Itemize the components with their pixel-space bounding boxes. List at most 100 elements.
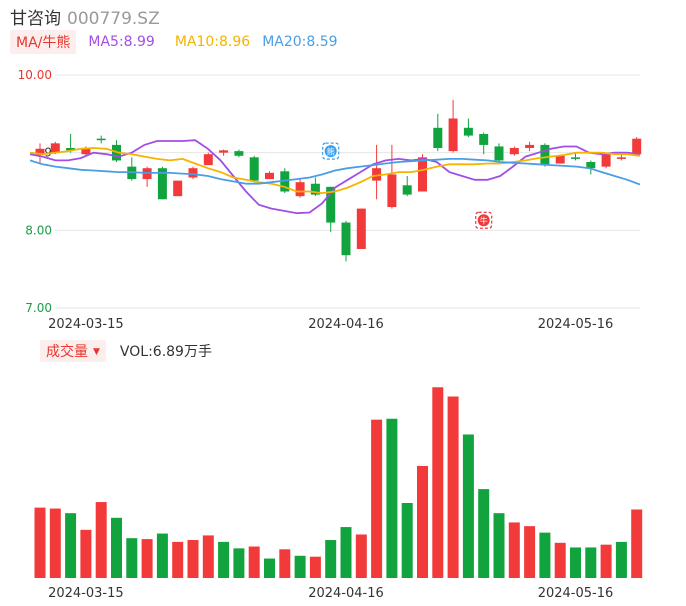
stock-code: 000779.SZ bbox=[67, 9, 160, 29]
candle-body bbox=[35, 148, 45, 155]
volume-bar bbox=[202, 535, 214, 578]
candle-body bbox=[601, 154, 611, 167]
x-tick-label: 2024-05-16 bbox=[538, 317, 614, 332]
candle-body bbox=[265, 172, 274, 180]
x-tick-label: 2024-04-16 bbox=[308, 317, 384, 332]
ma5-line bbox=[29, 139, 641, 215]
candle-body bbox=[50, 143, 60, 153]
volume-bar bbox=[371, 419, 383, 578]
volume-bar bbox=[233, 548, 245, 578]
y-tick-label: 7.00 bbox=[25, 301, 52, 315]
volume-bar bbox=[524, 526, 536, 578]
candle-body bbox=[341, 222, 351, 256]
volume-bar bbox=[187, 540, 199, 578]
volume-bar bbox=[462, 434, 474, 578]
marker-dot bbox=[477, 214, 490, 227]
ma20-label: MA20:8.59 bbox=[262, 34, 338, 50]
volume-bar bbox=[141, 539, 153, 578]
candle-body bbox=[540, 144, 550, 166]
volume-bar bbox=[355, 534, 367, 578]
candle-body bbox=[219, 150, 229, 153]
caret-down-icon: ▼ bbox=[93, 347, 100, 357]
volume-bar bbox=[478, 489, 490, 578]
y-tick-label: 8.00 bbox=[25, 223, 52, 237]
candle-body bbox=[632, 138, 642, 155]
volume-bar bbox=[34, 507, 46, 578]
x-tick-label: 2024-03-15 bbox=[48, 317, 124, 332]
candle-body bbox=[356, 208, 366, 249]
candle-body bbox=[586, 161, 596, 169]
volume-bar bbox=[631, 509, 643, 578]
candle-body bbox=[188, 168, 198, 178]
volume-bar bbox=[294, 555, 306, 578]
volume-bar bbox=[615, 541, 627, 578]
bear-marker-icon: 熊 bbox=[322, 142, 340, 160]
volume-x-tick-label: 2024-04-16 bbox=[308, 586, 384, 601]
candle-body bbox=[555, 155, 565, 164]
volume-bar bbox=[570, 547, 581, 578]
volume-bar bbox=[600, 544, 612, 578]
candle-body bbox=[463, 127, 473, 136]
ma10-label: MA10:8.96 bbox=[174, 34, 251, 50]
candle-body bbox=[402, 185, 412, 195]
volume-bar bbox=[264, 558, 275, 578]
candle-body bbox=[310, 183, 320, 195]
candle-body bbox=[157, 168, 167, 200]
y-tick-label: 10.00 bbox=[18, 68, 52, 82]
volume-bar bbox=[325, 540, 337, 578]
ma20-line bbox=[29, 158, 641, 186]
volume-bar bbox=[386, 418, 398, 578]
volume-bar bbox=[417, 465, 428, 578]
candle-body bbox=[387, 174, 397, 208]
ma-toggle-button[interactable]: MA/牛熊 bbox=[10, 30, 77, 54]
volume-bar bbox=[49, 508, 61, 578]
candle-body bbox=[418, 157, 427, 192]
volume-bar bbox=[447, 396, 459, 578]
volume-bar bbox=[65, 513, 77, 578]
volume-bar bbox=[248, 546, 260, 578]
candle-body bbox=[81, 148, 91, 155]
ma-legend: MA/牛熊 MA5:8.99 MA10:8.96 MA20:8.59 bbox=[10, 30, 338, 54]
stock-title: 甘咨询 000779.SZ bbox=[10, 4, 160, 29]
volume-bar bbox=[493, 513, 505, 578]
volume-bar bbox=[539, 532, 551, 578]
candle-body bbox=[479, 134, 489, 145]
candle-body bbox=[249, 157, 259, 181]
candle-body bbox=[234, 151, 244, 156]
volume-bar bbox=[126, 538, 138, 578]
ma5-label: MA5:8.99 bbox=[88, 34, 155, 50]
volume-bar bbox=[340, 527, 352, 578]
volume-bar bbox=[95, 502, 107, 578]
candle-body bbox=[96, 138, 106, 141]
candle-body bbox=[372, 168, 382, 181]
volume-bar bbox=[309, 556, 321, 578]
volume-bar bbox=[279, 549, 291, 578]
volume-bar bbox=[156, 533, 168, 578]
candle-body bbox=[525, 144, 535, 149]
candle-body bbox=[326, 186, 336, 223]
volume-legend: 成交量 ▼ VOL:6.89万手 bbox=[40, 340, 212, 362]
candle-body bbox=[494, 146, 504, 161]
volume-bar bbox=[172, 541, 184, 578]
volume-bar bbox=[432, 387, 444, 578]
volume-bar bbox=[585, 547, 597, 578]
candle-body bbox=[173, 180, 183, 197]
candle-body bbox=[203, 154, 213, 166]
volume-toggle-button[interactable]: 成交量 ▼ bbox=[40, 340, 106, 362]
volume-value: VOL:6.89万手 bbox=[119, 344, 212, 360]
candle-body bbox=[448, 118, 458, 152]
stock-name: 甘咨询 bbox=[10, 9, 61, 29]
candle-body bbox=[509, 148, 519, 155]
ma10-line bbox=[29, 147, 641, 195]
volume-x-tick-label: 2024-05-16 bbox=[538, 586, 614, 601]
volume-toggle-label: 成交量 bbox=[46, 344, 88, 360]
candle-body bbox=[295, 182, 305, 197]
volume-x-tick-label: 2024-03-15 bbox=[48, 586, 124, 601]
volume-bar bbox=[554, 542, 566, 578]
volume-bar bbox=[508, 522, 520, 578]
bull-marker-icon: 牛 bbox=[475, 211, 493, 229]
volume-bar bbox=[218, 541, 230, 578]
candle-body bbox=[66, 148, 76, 151]
candle-body bbox=[571, 157, 580, 159]
